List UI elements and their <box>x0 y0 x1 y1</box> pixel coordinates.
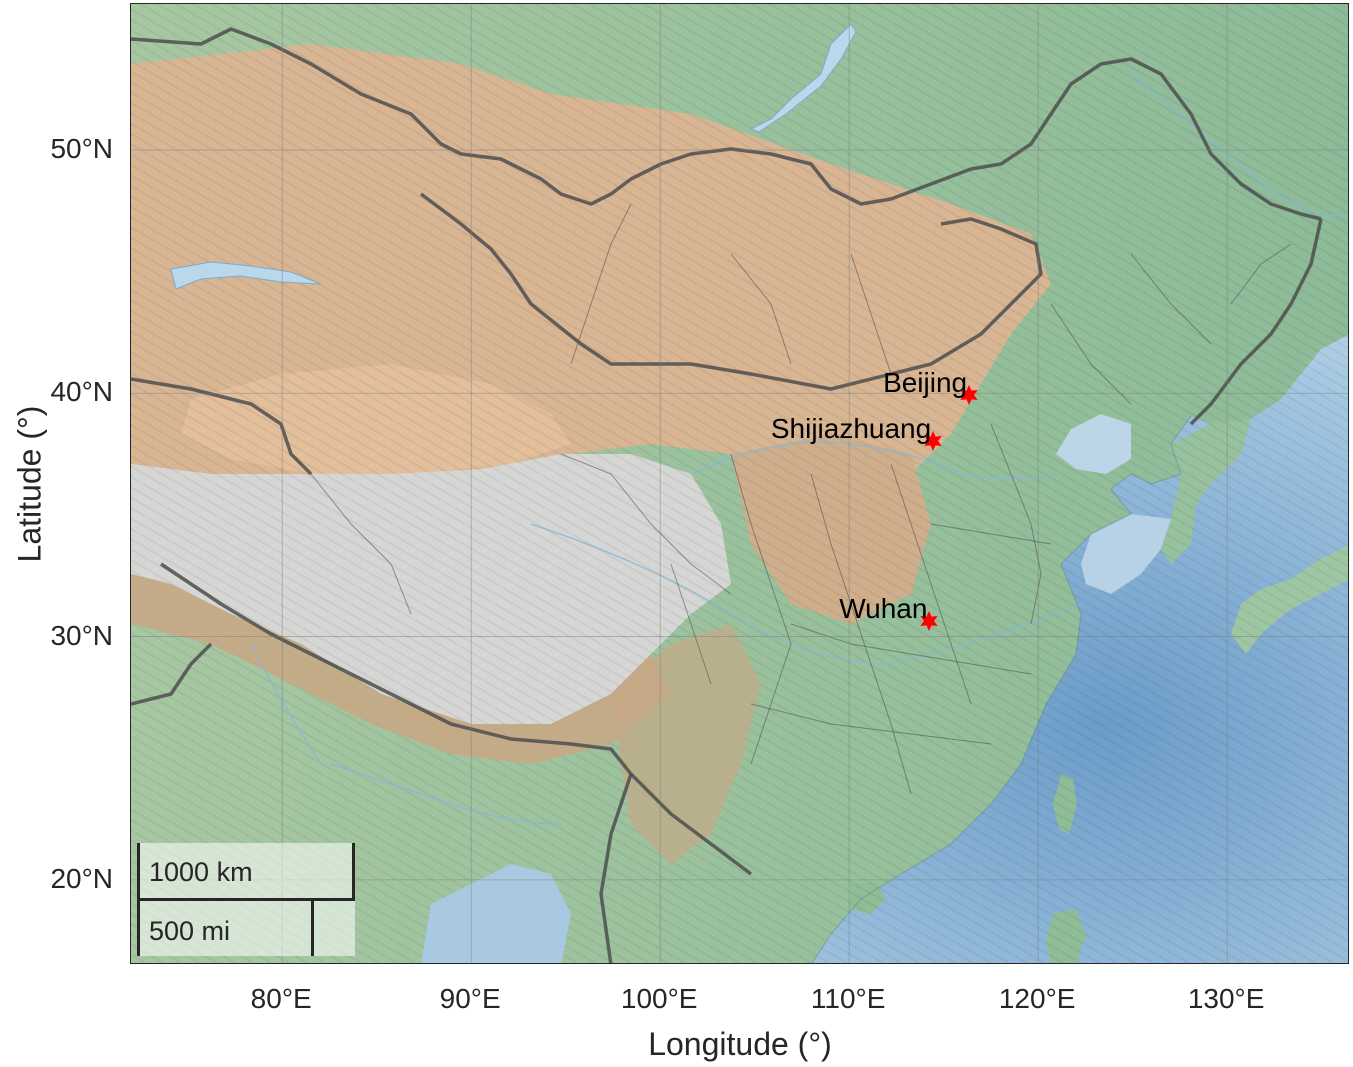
lake-baikal <box>749 23 857 133</box>
scale-km-line <box>137 898 355 901</box>
x-axis-title: Longitude (°) <box>648 1026 832 1062</box>
bohai-sea <box>1056 414 1131 474</box>
yunnan-highlands <box>611 624 761 865</box>
yellow-sea <box>1081 514 1171 594</box>
x-tick-label: 80°E <box>250 983 312 1014</box>
lake-balkhash <box>170 261 322 290</box>
x-tick-label: 130°E <box>1187 983 1265 1014</box>
map-area[interactable] <box>130 3 1349 964</box>
scale-bar: 1000 km 500 mi <box>137 843 357 956</box>
himalaya-foothills <box>131 574 671 764</box>
scale-mi-end-tick <box>311 898 314 956</box>
city-marker-shijiazhuang-star-icon[interactable] <box>922 430 944 452</box>
x-tick-label: 90°E <box>439 983 501 1014</box>
y-axis-title: Latitude (°) <box>11 405 48 563</box>
x-tick-label: 110°E <box>810 983 886 1014</box>
bay-of-bengal <box>421 864 571 963</box>
national-borders <box>131 27 1323 963</box>
coastline <box>811 415 1192 963</box>
scale-mi-label: 500 mi <box>149 916 231 946</box>
rivers <box>250 73 1348 825</box>
scale-km-end-tick <box>352 843 355 901</box>
scale-km-label: 1000 km <box>149 857 253 887</box>
provincial-borders <box>310 203 1292 795</box>
y-tick-label: 20°N <box>50 862 113 894</box>
y-tick-label: 30°N <box>50 619 113 651</box>
relief-map <box>131 4 1348 963</box>
city-marker-beijing-star-icon[interactable] <box>958 384 980 406</box>
city-label-beijing: Beijing <box>883 366 968 398</box>
city-label-shijiazhuang: Shijiazhuang <box>770 412 932 444</box>
x-tick-label: 120°E <box>998 983 1076 1014</box>
x-tick-label: 100°E <box>620 983 698 1014</box>
y-tick-label: 50°N <box>50 132 113 164</box>
y-tick-label: 40°N <box>50 376 113 408</box>
city-label-wuhan: Wuhan <box>839 592 928 624</box>
city-marker-wuhan-star-icon[interactable] <box>918 610 940 632</box>
